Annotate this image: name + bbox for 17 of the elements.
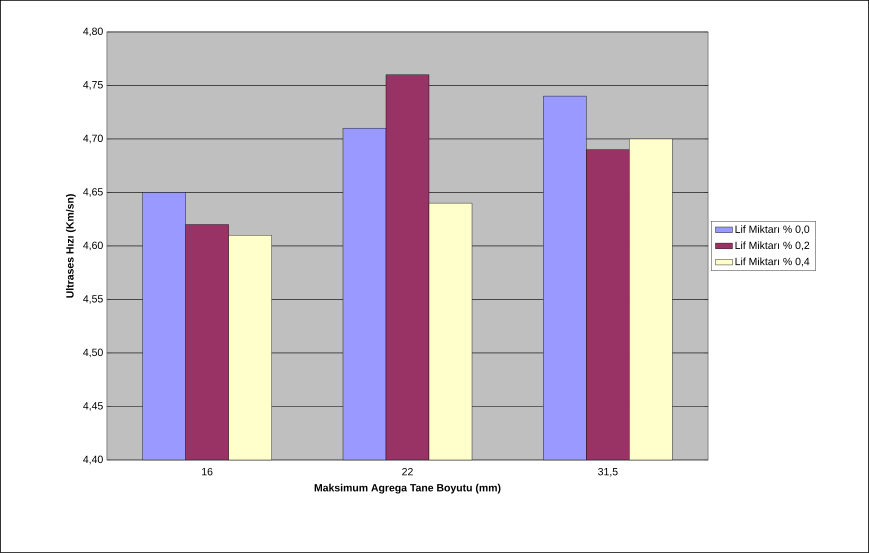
y-tick-label: 4,60 [83, 242, 103, 250]
legend-label: Lif Miktarı % 0,4 [736, 258, 810, 266]
legend-label: Lif Miktarı % 0,0 [736, 225, 810, 234]
x-tick-label: 22 [402, 468, 413, 476]
y-tick-label: 4,55 [83, 295, 103, 304]
y-axis-title: Ultrases Hızı (Km/sn) [66, 194, 76, 298]
y-tick-label: 4,45 [83, 402, 103, 411]
x-tick-label: 16 [202, 468, 212, 476]
y-tick-label: 4,50 [83, 348, 103, 358]
x-tick-label: 31,5 [598, 468, 618, 477]
y-tick-label: 4,40 [83, 456, 103, 464]
y-tick-label: 4,75 [83, 81, 103, 90]
y-tick-label: 4,65 [83, 188, 103, 197]
y-tick-label: 4,70 [83, 134, 103, 144]
x-axis-title: Maksimum Agrega Tane Boyutu (mm) [314, 484, 500, 494]
legend-label: Lif Miktarı % 0,2 [736, 241, 810, 250]
y-tick-label: 4,80 [83, 28, 103, 36]
